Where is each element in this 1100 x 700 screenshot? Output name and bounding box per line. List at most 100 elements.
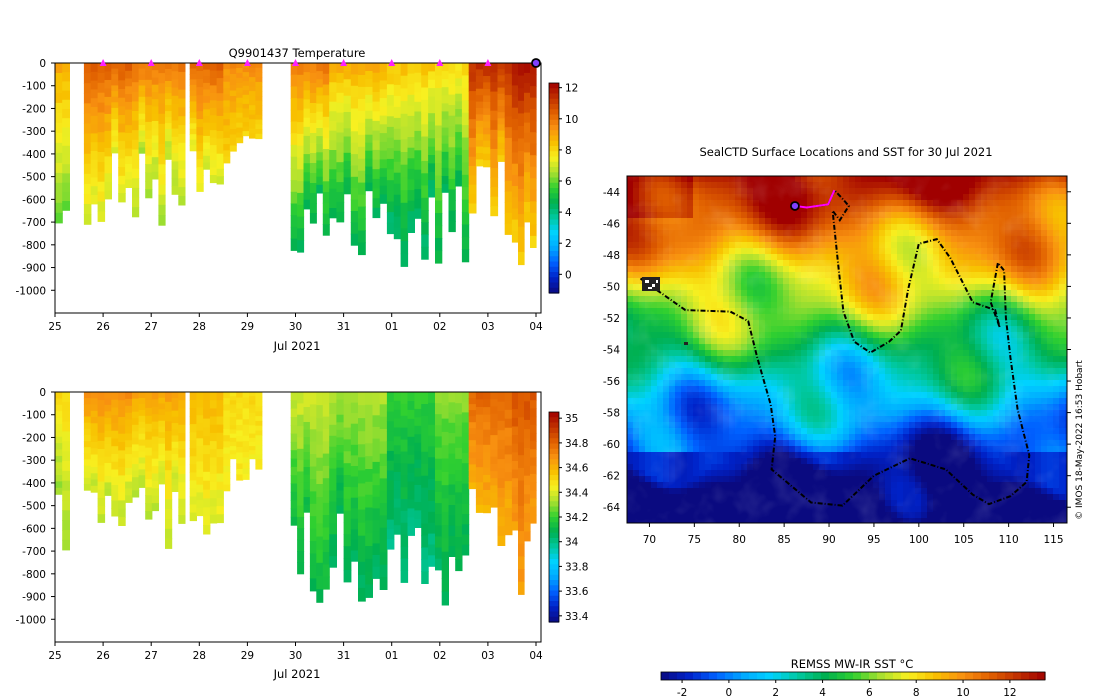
- profile-cell: [386, 460, 395, 472]
- profile-cell: [504, 180, 513, 193]
- profile-cell: [448, 73, 456, 85]
- profile-cell: [90, 423, 99, 431]
- profile-cell: [309, 416, 317, 430]
- profile-cell: [290, 63, 298, 76]
- profile-cell: [158, 426, 166, 433]
- profile-cell: [518, 100, 525, 114]
- profile-cell: [132, 120, 140, 131]
- profile-cell: [209, 122, 218, 131]
- profile-cell: [209, 441, 218, 450]
- profile-cell: [518, 531, 525, 545]
- profile-cell: [414, 82, 422, 93]
- profile-cell: [55, 202, 63, 214]
- colorbar-segment: [549, 412, 559, 418]
- profile-cell: [468, 470, 477, 477]
- profile-cell: [372, 415, 381, 428]
- colorbar-tick-label: 6: [565, 176, 572, 188]
- profile-cell: [138, 433, 146, 441]
- profile-cell: [455, 425, 463, 438]
- profile-cell: [104, 181, 112, 191]
- profile-cell: [104, 113, 112, 123]
- profile-cell: [475, 140, 484, 148]
- profile-cell: [165, 87, 173, 94]
- profile-cell: [329, 435, 337, 448]
- profile-cell: [309, 578, 317, 592]
- profile-cell: [329, 446, 337, 459]
- profile-cell: [490, 139, 499, 150]
- profile-cell: [393, 150, 402, 163]
- profile-cell: [322, 170, 330, 182]
- colorbar-tick-label: 12: [565, 83, 578, 95]
- profile-cell: [483, 467, 491, 476]
- profile-cell: [125, 398, 133, 407]
- colorbar-segment: [549, 454, 559, 460]
- profile-cell: [138, 421, 146, 429]
- profile-cell: [483, 140, 491, 148]
- profile-cell: [497, 81, 506, 89]
- profile-cell: [97, 63, 106, 74]
- profile-cell: [343, 185, 352, 195]
- profile-cell: [329, 92, 337, 103]
- profile-cell: [145, 113, 153, 123]
- profile-cell: [343, 169, 352, 178]
- profile-cell: [303, 392, 311, 401]
- profile-cell: [322, 515, 330, 528]
- profile-cell: [83, 447, 92, 454]
- profile-cell: [223, 466, 231, 473]
- profile-cell: [83, 73, 92, 84]
- y-tick-label: -800: [22, 240, 46, 252]
- profile-cell: [358, 86, 366, 100]
- profile-cell: [530, 514, 537, 524]
- profile-cell: [428, 188, 436, 198]
- profile-cell: [316, 418, 324, 432]
- colorbar-segment: [549, 522, 559, 529]
- x-tick-label: 30: [289, 650, 302, 662]
- profile-cell: [90, 168, 99, 178]
- profile-cell: [497, 459, 506, 470]
- profile-cell: [524, 92, 531, 104]
- profile-cell: [414, 208, 422, 219]
- profile-cell: [350, 497, 359, 509]
- profile-cell: [303, 135, 311, 146]
- profile-cell: [309, 404, 317, 418]
- profile-cell: [90, 98, 99, 108]
- profile-cell: [393, 489, 402, 500]
- profile-cell: [118, 97, 126, 107]
- profile-cell: [435, 213, 443, 227]
- profile-cell: [229, 68, 237, 75]
- profile-cell: [407, 73, 415, 85]
- profile-cell: [329, 101, 337, 112]
- profile-cell: [372, 111, 381, 122]
- profile-cell: [97, 400, 106, 409]
- profile-cell: [242, 468, 250, 475]
- profile-cell: [104, 122, 112, 132]
- profile-cell: [448, 63, 456, 75]
- profile-cell: [62, 99, 70, 110]
- profile-cell: [309, 441, 317, 455]
- profile-cell: [255, 77, 263, 83]
- profile-cell: [329, 523, 337, 535]
- profile-cell: [497, 106, 506, 113]
- profile-cell: [530, 498, 537, 508]
- profile-cell: [497, 149, 506, 156]
- profile-cell: [400, 190, 409, 204]
- profile-cell: [428, 79, 436, 89]
- profile-cell: [386, 421, 395, 432]
- profile-cell: [461, 125, 470, 139]
- profile-cell: [145, 487, 153, 496]
- profile-cell: [104, 404, 112, 412]
- profile-cell: [441, 551, 449, 566]
- profile-cell: [343, 403, 352, 417]
- colorbar-segment: [549, 595, 559, 602]
- profile-cell: [297, 448, 305, 461]
- profile-cell: [497, 439, 506, 451]
- colorbar-segment: [549, 109, 559, 116]
- profile-cell: [316, 444, 324, 459]
- profile-cell: [236, 77, 244, 84]
- profile-cell: [223, 88, 231, 95]
- profile-cell: [511, 426, 519, 436]
- profile-cell: [203, 122, 211, 130]
- profile-cell: [524, 162, 531, 173]
- colorbar-segment: [549, 464, 559, 471]
- profile-cell: [461, 514, 470, 525]
